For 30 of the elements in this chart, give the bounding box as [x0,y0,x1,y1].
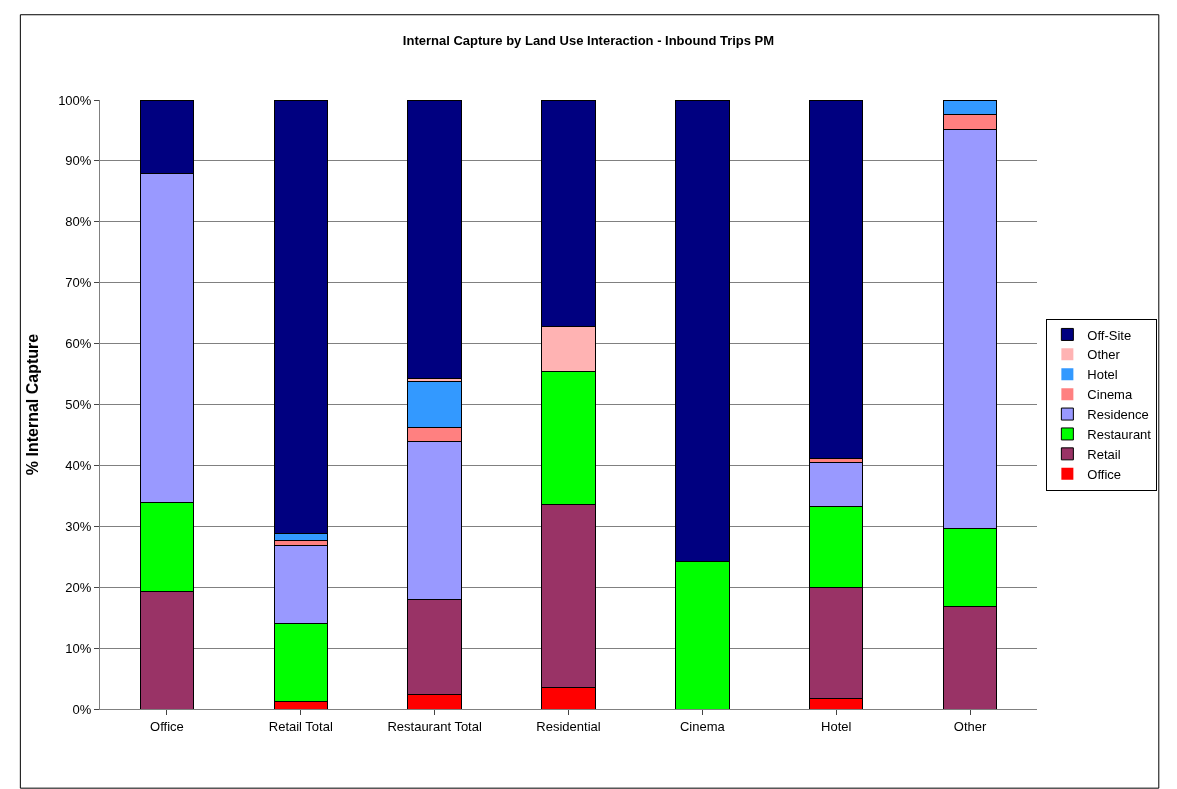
y-axis-title: % Internal Capture [24,333,42,476]
legend-label: Retail [1087,446,1121,462]
bar [808,100,864,460]
y-tick-label: 80% [65,214,92,230]
legend-label: Office [1087,466,1122,482]
x-tick-label: Retail Total [268,718,333,734]
legend-label: Hotel [1087,367,1118,383]
y-tick-label: 10% [65,640,92,656]
y-tick-label: 60% [65,336,92,352]
y-tick-label: 40% [65,457,92,473]
y-tick-label: 20% [65,579,92,595]
legend-label: Off-Site [1087,327,1132,343]
y-tick-label: 30% [65,518,92,534]
chart-title: Internal Capture by Land Use Interaction - Inbound Trips PM [402,32,775,48]
y-tick-label: 0% [72,701,92,717]
legend-label: Other [1087,347,1121,363]
x-tick-label: Office [150,718,184,734]
bar [407,100,462,379]
y-tick-label: 50% [65,397,92,413]
legend-label: Cinema [1087,387,1133,403]
y-tick-label: 100% [58,92,92,108]
y-tick-label: 70% [65,275,92,291]
legend-label: Restaurant [1087,427,1152,443]
x-tick-label: Residential [536,718,601,734]
x-tick-label: Cinema [679,718,726,734]
x-tick-label: Other [953,718,987,734]
x-tick-label: Hotel [821,718,852,734]
legend-label: Residence [1087,407,1149,423]
x-tick-label: Restaurant Total [387,718,482,734]
y-tick-label: 90% [65,153,92,169]
